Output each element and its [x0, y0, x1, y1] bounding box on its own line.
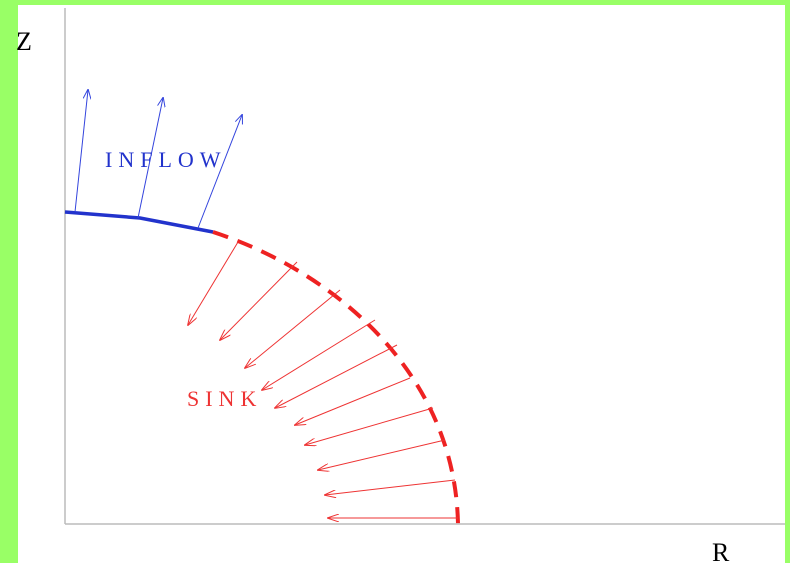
sink-boundary	[212, 230, 460, 525]
arrow	[137, 98, 163, 219]
arrow	[318, 439, 446, 470]
inflow-label: INFLOW	[105, 147, 227, 172]
inflow-arrows	[74, 90, 242, 229]
arrow	[245, 289, 341, 368]
arrow	[325, 479, 456, 495]
arrow	[305, 407, 434, 445]
arrow	[188, 241, 239, 325]
r-label: R	[712, 538, 730, 563]
arrow	[197, 115, 242, 229]
inflow-boundary	[64, 210, 214, 234]
canvas	[18, 5, 785, 563]
arrow	[295, 377, 411, 425]
arrow	[262, 319, 376, 390]
sink-label: SINK	[187, 386, 262, 411]
z-label: Z	[16, 27, 32, 56]
arrow	[275, 344, 398, 408]
arrow	[74, 90, 88, 213]
arrow	[220, 261, 298, 340]
sink-arrows	[188, 241, 458, 518]
